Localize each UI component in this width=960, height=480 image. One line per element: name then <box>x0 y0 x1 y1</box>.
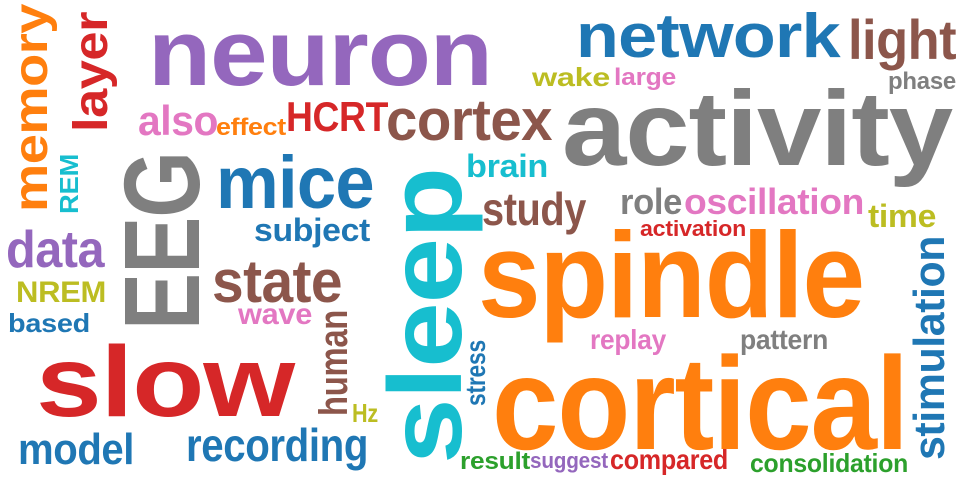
word-suggest: suggest <box>530 448 609 473</box>
word-wave: wave <box>238 298 313 331</box>
word-effect: effect <box>216 114 286 141</box>
word-study: study <box>482 183 587 235</box>
word-hcrt: HCRT <box>286 93 388 140</box>
word-based: based <box>8 308 90 338</box>
word-mice: mice <box>216 141 375 224</box>
word-sleep: sleep <box>368 168 484 464</box>
word-cortical: cortical <box>492 330 909 477</box>
word-hz: Hz <box>352 398 379 428</box>
word-layer: layer <box>65 11 118 132</box>
word-time: time <box>868 198 937 234</box>
word-role: role <box>620 181 683 222</box>
word-stimulation: stimulation <box>905 235 954 460</box>
word-recording: recording <box>186 419 369 471</box>
word-stress: stress <box>460 340 491 406</box>
word-subject: subject <box>254 212 370 248</box>
word-activity: activity <box>562 70 953 188</box>
word-phase: phase <box>888 68 956 95</box>
word-also: also <box>138 97 218 144</box>
word-memory: memory <box>5 4 58 212</box>
word-eeg: EEG <box>101 151 222 330</box>
word-large: large <box>614 64 677 91</box>
word-light: light <box>848 8 957 71</box>
word-compared: compared <box>610 444 729 475</box>
word-cortex: cortex <box>386 88 553 153</box>
word-oscillation: oscillation <box>684 181 864 222</box>
word-data: data <box>6 221 105 279</box>
word-state: state <box>212 248 343 315</box>
word-network: network <box>576 2 841 71</box>
word-nrem: NREM <box>16 276 107 309</box>
word-replay: replay <box>590 324 666 355</box>
word-rem: REM <box>54 153 84 214</box>
word-pattern: pattern <box>740 324 829 355</box>
word-slow: slow <box>36 326 295 438</box>
word-wake: wake <box>532 62 610 92</box>
word-neuron: neuron <box>148 0 493 105</box>
word-human: human <box>312 309 356 416</box>
word-model: model <box>18 425 135 474</box>
word-consolidation: consolidation <box>750 448 909 478</box>
word-activation: activation <box>640 216 747 241</box>
word-spindle: spindle <box>478 207 865 343</box>
word-result: result <box>460 448 530 475</box>
word-brain: brain <box>466 148 549 184</box>
